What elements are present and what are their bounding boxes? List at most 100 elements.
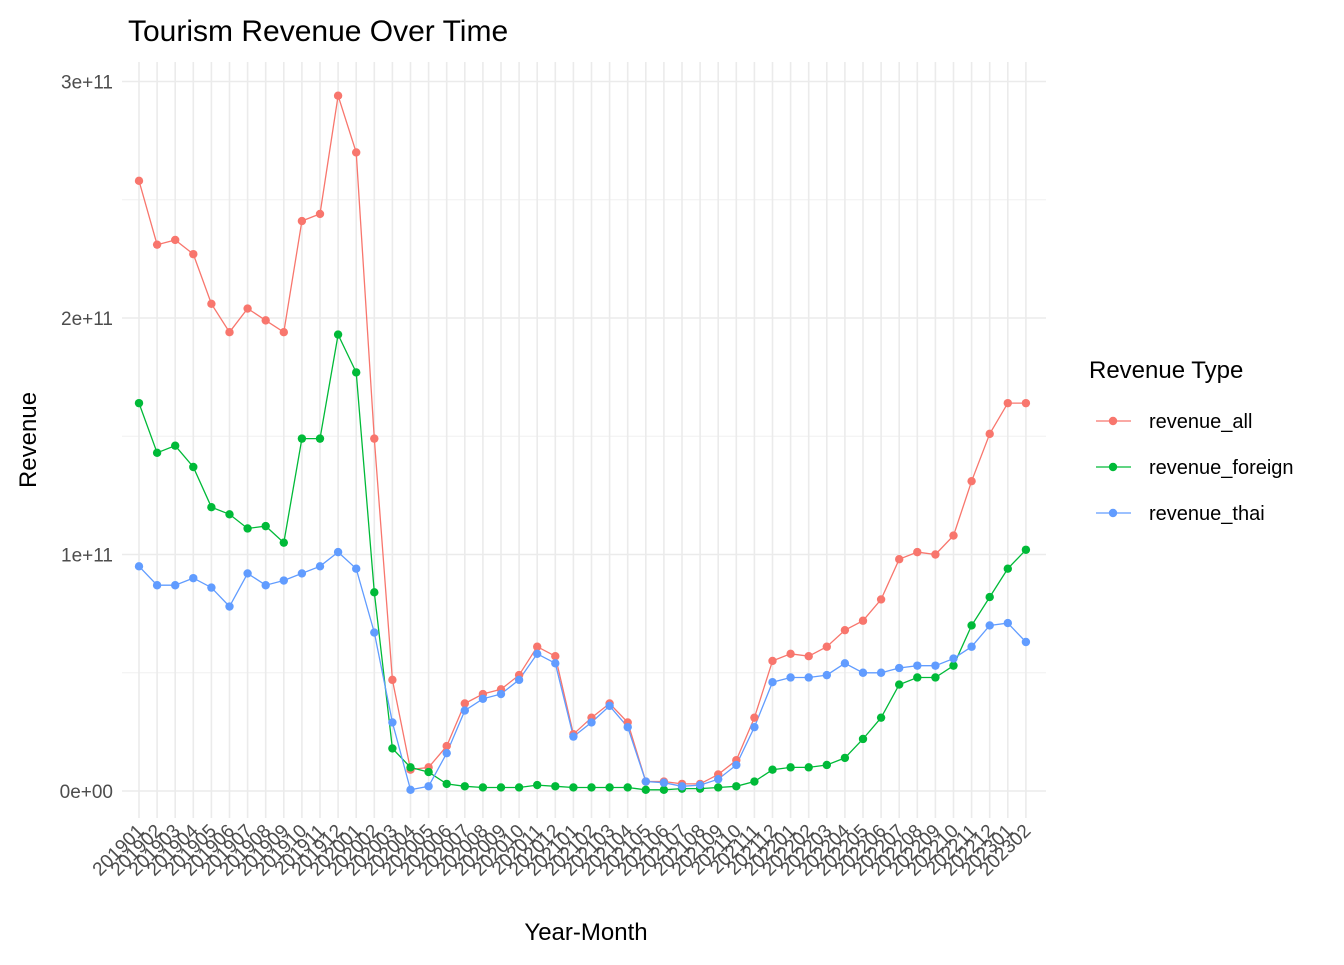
legend-title: Revenue Type xyxy=(1089,357,1243,384)
data-point-revenue_thai xyxy=(714,774,723,784)
chart-title: Tourism Revenue Over Time xyxy=(128,15,508,48)
data-point-revenue_thai xyxy=(496,689,506,699)
data-point-revenue_all xyxy=(460,699,469,708)
data-point-revenue_thai xyxy=(279,576,288,585)
data-point-revenue_thai xyxy=(967,642,976,651)
data-point-revenue_foreign xyxy=(931,673,940,682)
data-point-revenue_foreign xyxy=(949,661,958,670)
data-point-revenue_foreign xyxy=(442,779,451,789)
data-point-revenue_all xyxy=(858,616,868,625)
data-point-revenue_all xyxy=(171,235,180,245)
data-point-revenue_foreign xyxy=(1003,564,1012,573)
data-point-revenue_foreign xyxy=(261,521,270,531)
data-point-revenue_all xyxy=(967,476,976,486)
data-point-revenue_foreign xyxy=(641,785,650,795)
data-point-revenue_foreign xyxy=(605,783,614,792)
data-point-revenue_thai xyxy=(858,668,868,677)
data-point-revenue_foreign xyxy=(876,713,886,722)
data-point-revenue_foreign xyxy=(569,783,578,792)
data-point-revenue_all xyxy=(895,555,904,564)
data-point-revenue_all xyxy=(442,741,451,751)
data-point-revenue_all xyxy=(189,249,198,259)
data-point-revenue_all xyxy=(985,429,994,439)
data-point-revenue_thai xyxy=(804,673,813,682)
data-point-revenue_thai xyxy=(315,562,325,571)
data-point-revenue_thai xyxy=(876,668,886,677)
data-point-revenue_thai xyxy=(171,581,180,590)
data-point-revenue_foreign xyxy=(243,524,252,533)
data-point-revenue_thai xyxy=(424,782,433,791)
data-point-revenue_thai xyxy=(243,569,252,578)
data-point-revenue_all xyxy=(931,550,940,559)
data-point-revenue_thai xyxy=(406,785,415,795)
data-point-revenue_foreign xyxy=(478,783,488,792)
data-point-revenue_thai xyxy=(370,628,379,637)
data-point-revenue_foreign xyxy=(424,767,433,777)
data-point-revenue_foreign xyxy=(207,503,216,512)
data-point-revenue_thai xyxy=(189,573,198,583)
data-point-revenue_foreign xyxy=(732,782,741,791)
data-point-revenue_foreign xyxy=(370,588,379,597)
data-point-revenue_all xyxy=(822,642,831,651)
data-point-revenue_thai xyxy=(152,581,162,590)
data-point-revenue_all xyxy=(913,547,922,557)
data-point-revenue_foreign xyxy=(913,673,922,682)
data-point-revenue_all xyxy=(876,595,886,604)
data-point-revenue_foreign xyxy=(533,780,542,790)
data-point-revenue_thai xyxy=(605,701,614,711)
data-point-revenue_all xyxy=(768,656,777,666)
data-point-revenue_thai xyxy=(587,718,596,727)
data-point-revenue_foreign xyxy=(895,680,904,689)
legend-items: revenue_all revenue_foreign revenue_thai xyxy=(1096,411,1294,525)
data-point-revenue_all xyxy=(134,176,144,186)
data-point-revenue_foreign xyxy=(623,783,632,792)
data-point-revenue_foreign xyxy=(967,621,976,630)
data-point-revenue_all xyxy=(551,651,560,661)
data-point-revenue_thai xyxy=(931,661,940,670)
data-point-revenue_foreign xyxy=(768,765,777,774)
data-point-revenue_thai xyxy=(333,547,343,557)
data-point-revenue_foreign xyxy=(297,434,307,443)
data-point-revenue_thai xyxy=(478,694,488,703)
data-point-revenue_foreign xyxy=(714,783,723,792)
data-point-revenue_foreign xyxy=(388,744,397,753)
data-point-revenue_foreign xyxy=(333,330,343,339)
data-point-revenue_thai xyxy=(985,621,994,630)
data-point-revenue_foreign xyxy=(985,592,994,602)
data-point-revenue_all xyxy=(243,304,252,313)
legend-label: revenue_all xyxy=(1149,411,1252,433)
data-point-revenue_thai xyxy=(551,659,560,668)
data-point-revenue_thai xyxy=(895,663,904,673)
data-point-revenue_thai xyxy=(261,581,270,590)
data-point-revenue_thai xyxy=(623,722,632,732)
data-point-revenue_all xyxy=(297,216,307,226)
data-point-revenue_foreign xyxy=(750,777,759,786)
series-line-revenue_all xyxy=(138,95,1026,785)
data-point-revenue_thai xyxy=(786,673,795,682)
series-line-revenue_thai xyxy=(138,551,1027,791)
data-point-revenue_thai xyxy=(207,583,216,592)
data-point-revenue_all xyxy=(152,240,162,249)
data-point-revenue_all xyxy=(840,625,850,635)
data-point-revenue_all xyxy=(225,327,234,337)
data-point-revenue_foreign xyxy=(406,763,415,772)
data-point-revenue_foreign xyxy=(152,448,162,458)
data-point-revenue_foreign xyxy=(171,441,180,450)
data-point-revenue_all xyxy=(533,642,542,651)
data-point-revenue_all xyxy=(1021,398,1031,408)
data-point-revenue_foreign xyxy=(134,398,144,408)
data-point-revenue_all xyxy=(949,531,958,540)
data-point-revenue_foreign xyxy=(460,782,469,791)
data-point-revenue_all xyxy=(370,434,379,443)
grid xyxy=(122,62,1046,818)
data-point-revenue_thai xyxy=(750,722,759,732)
y-tick-label: 3e+11 xyxy=(61,73,113,94)
data-point-revenue_thai xyxy=(1003,618,1012,628)
legend-item-revenue_all: revenue_all xyxy=(1096,411,1252,433)
data-point-revenue_foreign xyxy=(858,734,868,744)
data-point-revenue_thai xyxy=(134,562,144,571)
y-tick-label: 1e+11 xyxy=(61,546,113,567)
legend-label: revenue_thai xyxy=(1149,503,1265,525)
data-point-revenue_thai xyxy=(225,602,234,611)
